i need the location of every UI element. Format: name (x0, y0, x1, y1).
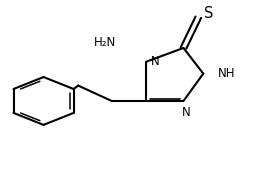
Text: S: S (204, 6, 213, 21)
Text: N: N (151, 55, 160, 68)
Text: NH: NH (218, 67, 236, 80)
Text: N: N (182, 106, 190, 119)
Text: H₂N: H₂N (94, 35, 117, 49)
